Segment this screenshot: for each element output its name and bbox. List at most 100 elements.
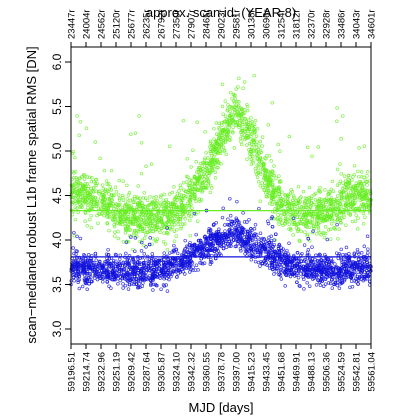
series-2-point [218,232,223,236]
series-1-point [253,142,258,147]
series-2-point [141,260,146,265]
series-2-point [349,279,354,283]
series-2-point [259,252,263,256]
series-1-point [227,116,232,120]
series-1-point [239,139,243,144]
series-2-point [192,211,197,216]
series-2-point [337,286,342,291]
series-2-point [154,283,158,288]
series-2-point [251,233,256,237]
series-1-point [194,160,198,164]
series-2-point [116,281,120,286]
x-tick-label: 59524.59 [337,352,348,392]
series-2-point [72,251,76,256]
series-1-point [358,198,362,203]
series-2-point [81,263,85,268]
series-2-point [71,259,76,263]
series-1-point [132,213,137,218]
series-1-point [102,206,106,210]
series-1-point [182,188,186,192]
series-2-point [165,226,169,230]
x-tick-label: 59232.96 [97,352,108,392]
series-2-point [238,247,243,251]
series-1-point [296,227,301,232]
series-2-point [177,268,181,273]
series-1-point [180,211,185,216]
series-1-point [198,161,203,166]
series-1-point [150,215,154,219]
series-1-point [109,188,114,192]
series-2-point [91,263,96,268]
series-1-point [262,168,267,172]
series-1-point [362,182,367,186]
series-2-point [159,287,163,291]
series-2-point [267,240,272,244]
series-2-point [121,286,125,290]
series-2-point [365,264,370,269]
series-1-point [77,133,81,138]
series-1-point [336,193,340,198]
series-2-point [274,266,279,271]
series-1-point [233,120,238,125]
series-2-point [144,258,148,262]
series-1-point [154,204,158,209]
series-1-point [101,195,105,199]
series-1-point [277,222,281,227]
series-2-point [224,241,228,246]
series-2-point [152,258,156,262]
series-1-point [175,227,179,232]
series-1-point [196,178,200,183]
y-tick-label: 5.0 [50,142,64,159]
series-1-point [220,123,224,127]
x-tick-label: 59342.32 [187,352,198,392]
series-1-point [357,191,361,196]
y-tick-label: 6.0 [50,53,64,70]
series-1-point [144,220,148,224]
series-1-point [235,107,239,111]
series-2-point [148,273,152,278]
series-1-point [192,192,196,196]
series-1-point [131,233,136,237]
chart-title: approx. scan id. (YEAR 8) [146,5,296,20]
series-1-point [204,165,208,170]
series-2-point [185,245,190,249]
series-1-point [125,224,130,229]
series-2-point [307,284,312,288]
series-1-point [151,229,155,234]
series-1-point [301,213,306,217]
series-2-point [131,270,136,274]
series-1-point [136,184,140,188]
series-1-point [310,221,315,225]
series-1-point [166,200,170,205]
series-1-point [360,202,364,206]
series-1-point [252,122,257,126]
series-1-point [140,224,144,229]
series-1-point [149,226,154,230]
series-2-point [362,259,367,264]
series-2-point [140,284,145,288]
series-2-point [360,274,364,278]
series-2-point [242,227,247,232]
series-1-point [194,199,198,204]
series-2-point [362,274,367,279]
series-2-point [132,267,137,271]
series-2-point [247,249,251,253]
series-1-point [338,213,342,218]
series-2-point [224,234,228,239]
series-1-point [328,227,333,232]
series-2-point [165,289,170,293]
top-axis: 23447r 24004r 24562r 25120r 25677r 26235r 2679… [67,9,378,47]
series-2-point [101,272,105,277]
series-1-point [159,226,163,231]
series-1-point [204,150,208,155]
series-1-point [89,205,93,210]
series-1-point [151,201,156,206]
series-1-point [218,149,222,153]
top-tick-label: 33486r [337,9,348,39]
series-1-point [90,176,94,180]
series-2-point [201,244,205,249]
series-1-point [186,190,190,195]
series-1-point [260,185,265,190]
series-1-point [328,202,333,206]
series-2-point [315,263,320,267]
